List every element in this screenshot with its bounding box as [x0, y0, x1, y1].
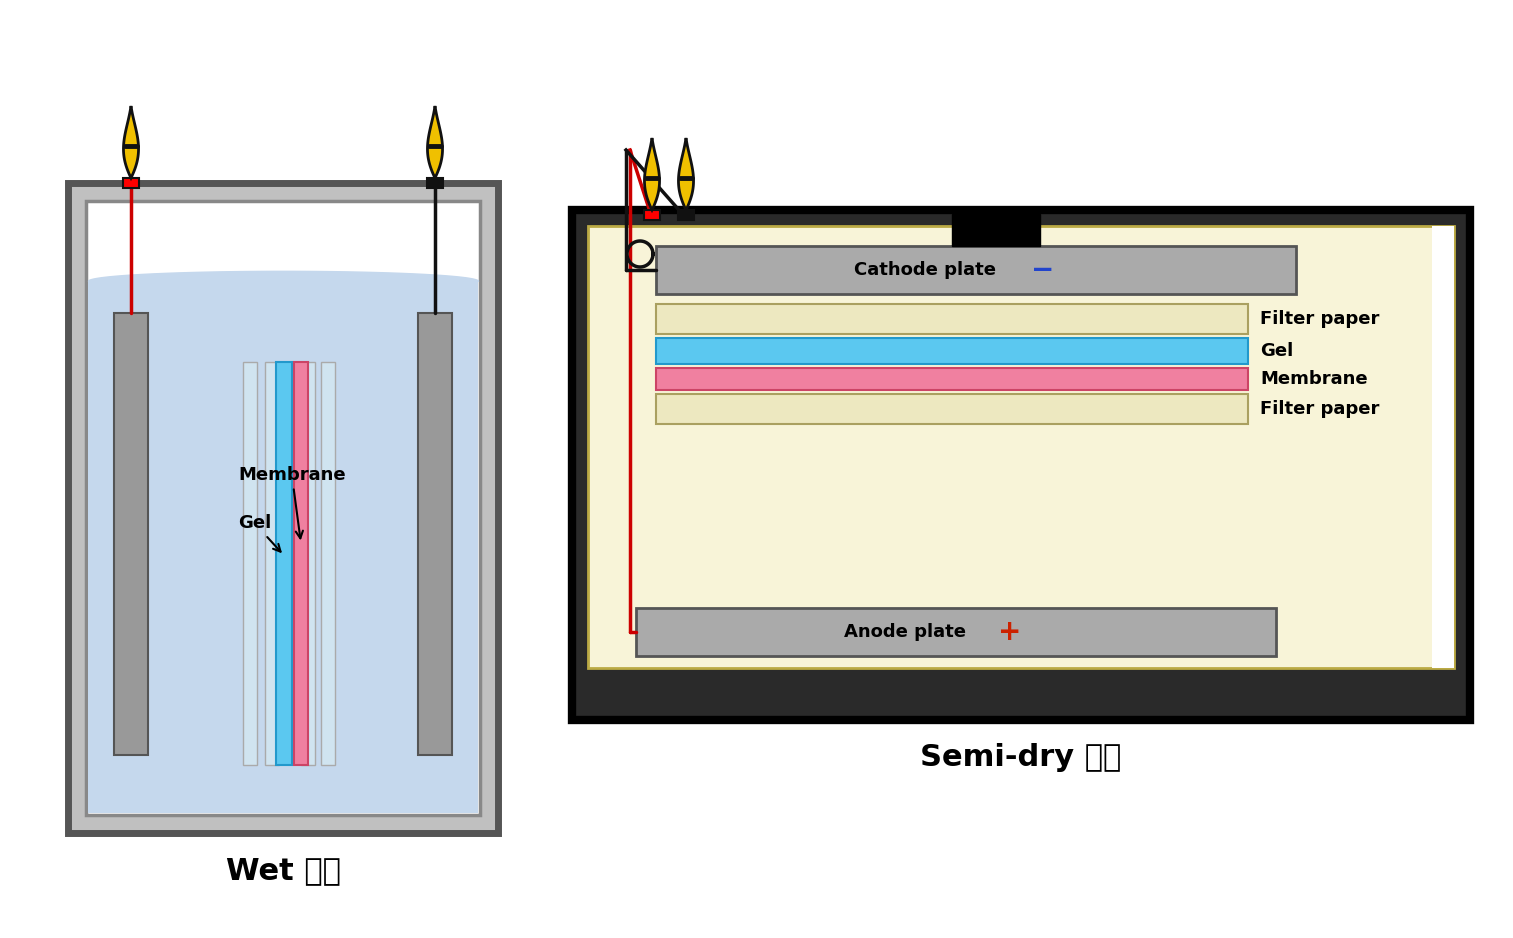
- Bar: [1431, 226, 1454, 668]
- Text: Membrane: Membrane: [238, 466, 345, 538]
- Polygon shape: [645, 138, 660, 210]
- Bar: [427, 178, 443, 188]
- Bar: [657, 246, 1297, 294]
- Text: Gel: Gel: [238, 514, 280, 552]
- Text: Filter paper: Filter paper: [1260, 310, 1380, 328]
- Bar: [657, 304, 1248, 334]
- Text: Cathode plate: Cathode plate: [853, 261, 996, 279]
- Bar: [657, 368, 1248, 390]
- Polygon shape: [428, 106, 442, 178]
- Bar: [301, 362, 315, 765]
- Text: Filter paper: Filter paper: [1260, 400, 1380, 418]
- Bar: [657, 394, 1248, 424]
- Bar: [265, 362, 278, 765]
- Bar: [572, 210, 1471, 720]
- Bar: [952, 214, 1039, 246]
- Text: Membrane: Membrane: [1260, 370, 1368, 388]
- Bar: [68, 183, 498, 833]
- Polygon shape: [678, 138, 693, 210]
- Bar: [113, 313, 148, 755]
- Text: Wet 방식: Wet 방식: [225, 856, 340, 885]
- Bar: [645, 210, 660, 220]
- Bar: [275, 362, 292, 765]
- Text: −: −: [1032, 256, 1055, 284]
- Bar: [88, 280, 478, 813]
- Polygon shape: [124, 106, 139, 178]
- Bar: [418, 313, 452, 755]
- Bar: [86, 201, 480, 815]
- Bar: [321, 362, 334, 765]
- Text: Semi-dry 방식: Semi-dry 방식: [920, 744, 1121, 773]
- Bar: [294, 362, 309, 765]
- Bar: [657, 338, 1248, 364]
- Bar: [635, 608, 1275, 656]
- Bar: [589, 226, 1454, 668]
- Text: Gel: Gel: [1260, 342, 1294, 360]
- Bar: [678, 210, 694, 220]
- Text: Anode plate: Anode plate: [844, 623, 965, 641]
- Text: +: +: [999, 618, 1021, 646]
- Bar: [244, 362, 257, 765]
- Bar: [123, 178, 139, 188]
